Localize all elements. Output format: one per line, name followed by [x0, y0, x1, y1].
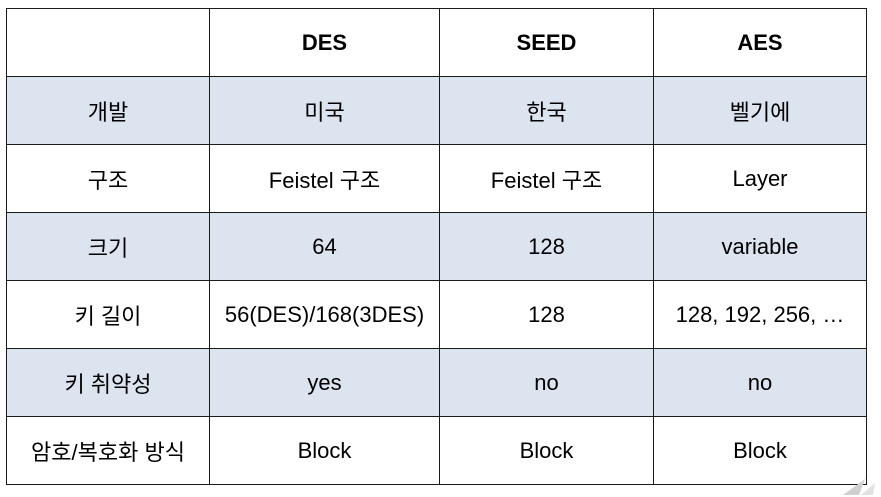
cell-aes: 128, 192, 256, … — [653, 280, 867, 349]
cell-aes: no — [653, 348, 867, 417]
cell-seed: 한국 — [439, 76, 654, 145]
cell-seed: Feistel 구조 — [439, 144, 654, 213]
cell-des: 미국 — [209, 76, 440, 145]
table-row: 구조 Feistel 구조 Feistel 구조 Layer — [6, 144, 867, 213]
cell-des: Feistel 구조 — [209, 144, 440, 213]
cell-des: Block — [209, 416, 440, 485]
table-row: 암호/복호화 방식 Block Block Block — [6, 416, 867, 485]
table-row: 키 취약성 yes no no — [6, 348, 867, 417]
header-aes: AES — [653, 8, 867, 77]
cell-aes: Layer — [653, 144, 867, 213]
cell-seed: Block — [439, 416, 654, 485]
cell-des: yes — [209, 348, 440, 417]
row-label: 키 취약성 — [6, 348, 210, 417]
cell-des: 56(DES)/168(3DES) — [209, 280, 440, 349]
header-seed: SEED — [439, 8, 654, 77]
row-label: 암호/복호화 방식 — [6, 416, 210, 485]
cell-aes: variable — [653, 212, 867, 281]
header-des: DES — [209, 8, 440, 77]
row-label: 크기 — [6, 212, 210, 281]
table-row: 키 길이 56(DES)/168(3DES) 128 128, 192, 256… — [6, 280, 867, 349]
cell-aes: Block — [653, 416, 867, 485]
cell-aes: 벨기에 — [653, 76, 867, 145]
row-label: 키 길이 — [6, 280, 210, 349]
cell-seed: 128 — [439, 212, 654, 281]
cell-seed: no — [439, 348, 654, 417]
header-row: DES SEED AES — [6, 8, 867, 77]
table-row: 크기 64 128 variable — [6, 212, 867, 281]
corner-decoration-icon — [843, 479, 875, 495]
row-label: 개발 — [6, 76, 210, 145]
cell-seed: 128 — [439, 280, 654, 349]
cell-des: 64 — [209, 212, 440, 281]
row-label: 구조 — [6, 144, 210, 213]
table-row: 개발 미국 한국 벨기에 — [6, 76, 867, 145]
comparison-table: DES SEED AES 개발 미국 한국 벨기에 구조 Feistel 구조 … — [6, 8, 867, 485]
header-corner — [6, 8, 210, 77]
